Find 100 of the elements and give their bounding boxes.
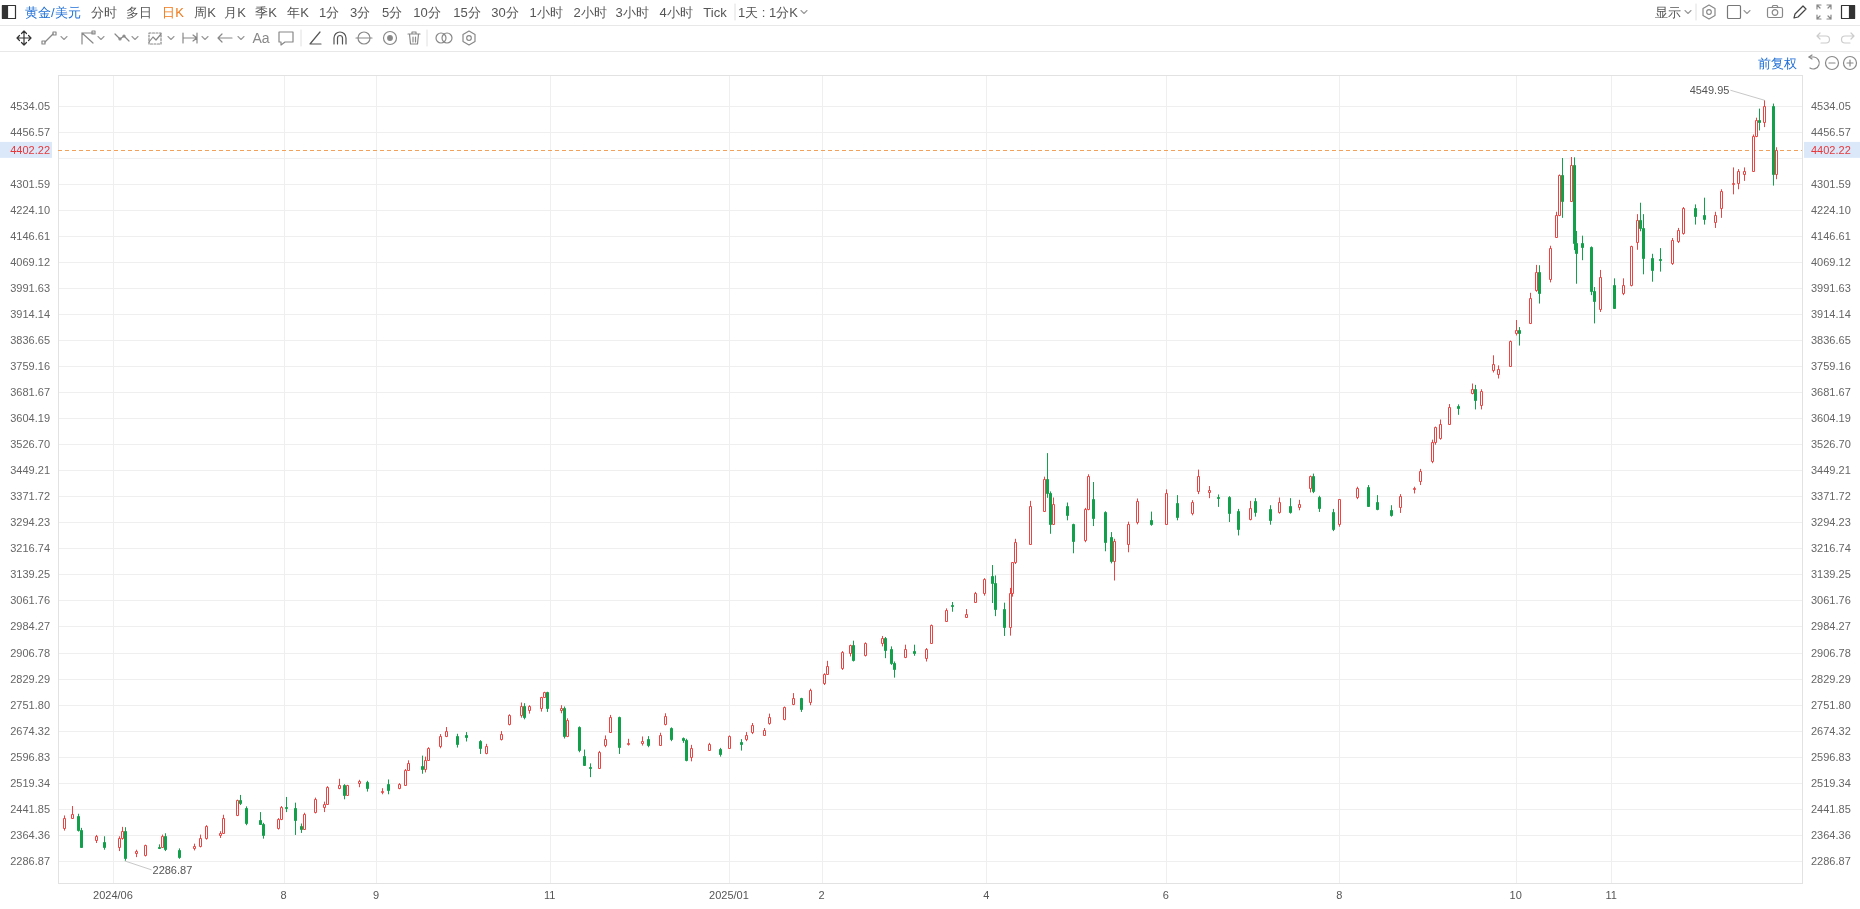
x-tick-label: 9 [373, 889, 380, 901]
candlestick [1630, 245, 1633, 287]
candlestick [1659, 247, 1662, 273]
candlestick [1622, 277, 1625, 296]
candlestick [1197, 469, 1200, 495]
candlestick [1289, 497, 1292, 515]
candlestick [381, 787, 384, 795]
candlestick [792, 692, 795, 706]
candlestick [974, 591, 977, 604]
candlestick [930, 624, 933, 645]
y-tick-label: 3294.23 [10, 516, 50, 529]
x-tick-label: 11 [1605, 889, 1617, 901]
y-tick-label: 3526.70 [10, 438, 50, 451]
text: 周K [194, 4, 217, 20]
candlestick [1448, 403, 1451, 426]
annotation: 4549.95 [1689, 84, 1730, 97]
candlestick [627, 738, 630, 747]
candlestick [178, 847, 181, 860]
candlestick [1176, 494, 1179, 521]
candlestick [1636, 213, 1639, 251]
candlestick [445, 726, 448, 738]
candlestick [783, 706, 786, 721]
y-tick-label: 4301.59 [10, 177, 50, 190]
candlestick [1165, 488, 1168, 525]
candlestick [578, 725, 581, 753]
candlestick [1439, 419, 1442, 441]
text: 月K [224, 4, 247, 20]
candlestick [1561, 157, 1564, 219]
candlestick [71, 805, 74, 820]
y-tick-label: 4456.57 [10, 125, 50, 138]
candlestick [745, 731, 748, 742]
candlestick [236, 799, 239, 817]
candlestick [199, 834, 202, 848]
candlestick [1113, 538, 1116, 581]
y2-tick-label: 2674.32 [1811, 724, 1851, 737]
candlestick [1772, 103, 1775, 187]
text: 15分 [453, 4, 481, 20]
y2-tick-label: 3836.65 [1811, 333, 1851, 346]
candlestick [618, 716, 621, 755]
candlestick [1570, 156, 1573, 202]
candlestick [479, 739, 482, 755]
candlestick [500, 730, 503, 741]
candlestick [1474, 384, 1477, 410]
candlestick [314, 797, 317, 814]
candlestick [387, 778, 390, 795]
x-tick-label: 8 [280, 889, 287, 901]
y-tick-label: 3914.14 [10, 307, 50, 320]
candlestick [1298, 499, 1301, 511]
candlestick [1419, 468, 1422, 486]
candlestick [881, 635, 884, 647]
candlestick [1515, 319, 1518, 336]
x-tick-label: 6 [1162, 889, 1169, 901]
candlestick [583, 749, 586, 766]
candlestick [1497, 364, 1500, 379]
text: 年K [287, 4, 310, 20]
y2-tick-label: 4146.61 [1811, 229, 1851, 242]
candlestick [161, 834, 164, 849]
candlestick [465, 731, 468, 742]
candlestick [1390, 504, 1393, 518]
x-tick-label: 4 [983, 889, 990, 901]
candlestick [1269, 504, 1272, 526]
y-tick-label: 3371.72 [10, 490, 50, 503]
text: 1天 : 1分K [738, 4, 799, 20]
y2-tick-label: 2441.85 [1811, 802, 1851, 815]
text: 日K [162, 4, 185, 20]
candlestick [366, 780, 369, 793]
candlestick [1127, 521, 1130, 553]
y2-tick-label: 4224.10 [1811, 203, 1851, 216]
candlestick [1651, 253, 1654, 283]
ref-line-label: 4402.22 [1804, 141, 1860, 158]
text: 3小时 [615, 4, 649, 20]
candlestick [205, 824, 208, 841]
candlestick [245, 805, 248, 826]
y-tick-label: 3759.16 [10, 360, 50, 373]
candlestick [1150, 511, 1153, 527]
y2-tick-label: 2906.78 [1811, 646, 1851, 659]
candlestick [300, 823, 303, 834]
y2-tick-label: 2286.87 [1811, 854, 1851, 867]
candlestick [1775, 146, 1778, 180]
candlestick [421, 755, 424, 775]
candlestick [763, 727, 766, 736]
candlestick [800, 697, 803, 713]
y2-tick-label: 3449.21 [1811, 464, 1851, 477]
candlestick [103, 835, 106, 851]
y-tick-label: 2751.80 [10, 698, 50, 711]
y-tick-label: 3061.76 [10, 594, 50, 607]
y2-tick-label: 3526.70 [1811, 438, 1851, 451]
x-tick-label: 11 [543, 889, 556, 901]
candlestick [358, 779, 361, 788]
candlestick [164, 832, 167, 852]
candlestick [670, 726, 673, 742]
candlestick [647, 735, 650, 748]
candlestick [609, 714, 612, 734]
candlestick [439, 733, 442, 749]
candlestick [346, 784, 349, 797]
candlestick [1694, 203, 1697, 226]
candlestick [1208, 485, 1211, 499]
candlestick [1003, 602, 1006, 637]
candlestick [1072, 523, 1075, 554]
candlestick [285, 796, 288, 813]
